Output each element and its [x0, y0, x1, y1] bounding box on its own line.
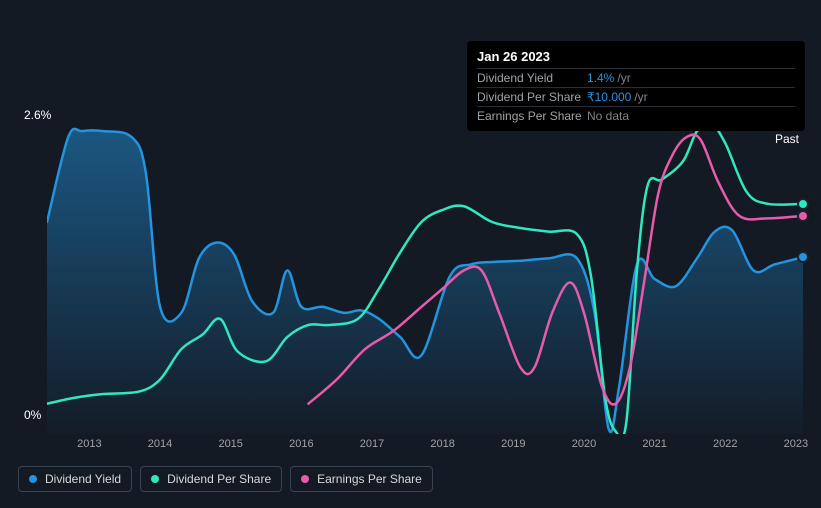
x-tick-label: 2013 — [77, 438, 101, 450]
legend-label: Dividend Per Share — [167, 472, 271, 486]
tooltip-metric-suffix: /yr — [617, 71, 630, 85]
x-tick-label: 2017 — [360, 438, 384, 450]
x-tick-label: 2016 — [289, 438, 313, 450]
legend-item[interactable]: Dividend Per Share — [140, 466, 282, 492]
tooltip-row: Dividend Per Share₹10.000/yr — [477, 87, 795, 106]
x-tick-label: 2014 — [148, 438, 172, 450]
tooltip-metric-suffix: /yr — [634, 90, 647, 104]
tooltip-row: Dividend Yield1.4%/yr — [477, 68, 795, 87]
x-tick-label: 2023 — [784, 438, 808, 450]
legend-item[interactable]: Earnings Per Share — [290, 466, 433, 492]
tooltip-metric-value: 1.4% — [587, 71, 614, 85]
tooltip-metric-label: Dividend Per Share — [477, 90, 587, 104]
end-marker-earnings_per_share — [797, 210, 809, 222]
legend-dot — [301, 475, 309, 483]
legend-dot — [151, 475, 159, 483]
legend-item[interactable]: Dividend Yield — [18, 466, 132, 492]
tooltip-metric-label: Earnings Per Share — [477, 109, 587, 123]
tooltip-metric-value: ₹10.000 — [587, 90, 631, 104]
legend-label: Earnings Per Share — [317, 472, 422, 486]
y-axis-min-label: 0% — [24, 408, 41, 422]
x-tick-label: 2018 — [430, 438, 454, 450]
x-tick-label: 2019 — [501, 438, 525, 450]
legend-dot — [29, 475, 37, 483]
tooltip-metric-label: Dividend Yield — [477, 71, 587, 85]
x-tick-label: 2020 — [572, 438, 596, 450]
end-marker-dividend_yield — [797, 251, 809, 263]
tooltip-metric-value: No data — [587, 109, 629, 123]
end-marker-dividend_per_share — [797, 198, 809, 210]
tooltip-row: Earnings Per ShareNo data — [477, 106, 795, 125]
chart-legend: Dividend Yield Dividend Per Share Earnings… — [18, 466, 433, 492]
area-dividend_yield — [47, 129, 803, 434]
x-tick-label: 2022 — [713, 438, 737, 450]
x-tick-label: 2021 — [642, 438, 666, 450]
x-tick-label: 2015 — [218, 438, 242, 450]
legend-label: Dividend Yield — [45, 472, 121, 486]
tooltip-date: Jan 26 2023 — [477, 47, 795, 68]
chart-tooltip: Jan 26 2023 Dividend Yield1.4%/yrDividen… — [467, 41, 805, 131]
chart-plot — [47, 119, 803, 434]
